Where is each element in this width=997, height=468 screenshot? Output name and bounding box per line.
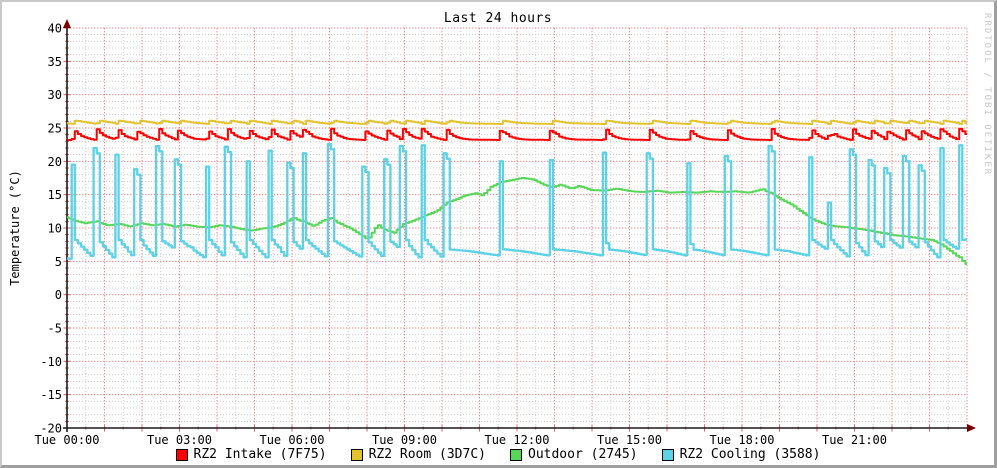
series-line-room — [67, 119, 967, 125]
legend-swatch-outdoor — [510, 448, 522, 461]
y-tick-label: -5 — [48, 322, 62, 336]
y-tick-label: -15 — [40, 388, 62, 402]
x-tick-label: Tue 12:00 — [484, 433, 549, 447]
x-tick-label: Tue 00:00 — [34, 433, 99, 447]
series-line-outdoor — [67, 177, 967, 265]
legend-item-outdoor: Outdoor (2745) — [510, 447, 638, 462]
series-line-intake — [67, 127, 967, 141]
x-tick-label: Tue 03:00 — [147, 433, 212, 447]
y-tick-label: 15 — [48, 188, 62, 202]
legend-label-room: RZ2 Room (3D7C) — [368, 447, 486, 462]
y-axis-arrow-icon — [63, 19, 71, 28]
legend-item-cooling: RZ2 Cooling (3588) — [661, 447, 821, 462]
x-tick-label: Tue 21:00 — [822, 433, 887, 447]
legend-label-cooling: RZ2 Cooling (3588) — [679, 447, 821, 462]
y-tick-label: 5 — [55, 255, 62, 269]
y-tick-label: 20 — [48, 155, 62, 169]
x-tick-label: Tue 15:00 — [597, 433, 662, 447]
x-tick-label: Tue 06:00 — [259, 433, 324, 447]
x-axis-arrow-icon — [967, 424, 976, 432]
x-tick-label: Tue 09:00 — [372, 433, 437, 447]
legend-swatch-intake — [175, 448, 188, 461]
y-tick-label: 25 — [48, 122, 62, 136]
y-tick-label: 40 — [48, 22, 62, 36]
x-tick-label: Tue 18:00 — [709, 433, 774, 447]
legend-label-intake: RZ2 Intake (7F75) — [193, 447, 327, 462]
y-tick-label: -10 — [40, 355, 62, 369]
series-line-cooling — [67, 142, 967, 260]
y-tick-label: 35 — [48, 55, 62, 69]
y-tick-label: -20 — [40, 422, 62, 436]
legend-label-outdoor: Outdoor (2745) — [528, 447, 638, 462]
y-tick-label: 30 — [48, 88, 62, 102]
legend-swatch-cooling — [661, 448, 674, 461]
y-tick-label: 10 — [48, 222, 62, 236]
legend-item-room: RZ2 Room (3D7C) — [350, 447, 486, 462]
chart-title: Last 24 hours — [443, 11, 553, 26]
chart-legend: RZ2 Intake (7F75) RZ2 Room (3D7C) Outdoor … — [2, 447, 994, 462]
legend-item-intake: RZ2 Intake (7F75) — [175, 447, 327, 462]
legend-swatch-room — [350, 448, 363, 461]
y-tick-label: 0 — [55, 288, 62, 302]
rrdtool-watermark: RRDTOOL / TOBI OETIKER — [982, 13, 992, 177]
